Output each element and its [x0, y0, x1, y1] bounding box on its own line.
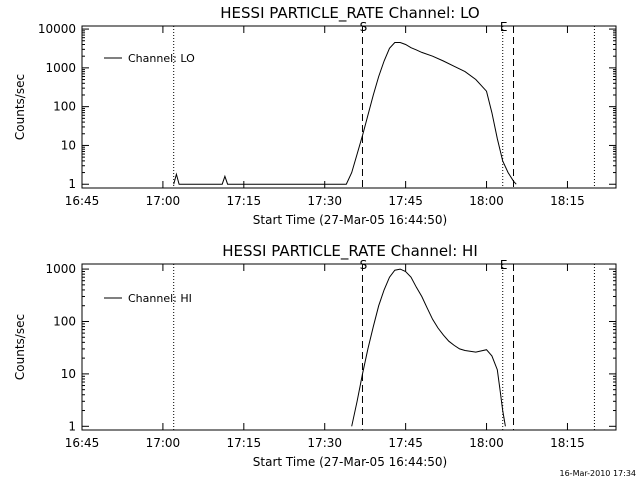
time-marker-label: E — [500, 258, 508, 272]
y-tick-label: 10000 — [38, 22, 76, 36]
y-axis-ticks-hi: 1 10 100 1000 — [45, 262, 616, 433]
x-axis-ticks-hi: 16:45 17:00 17:15 17:30 17:45 18:00 18:15 — [65, 264, 585, 450]
y-axis-label-lo: Counts/sec — [13, 74, 27, 140]
x-tick-label: 16:45 — [65, 436, 100, 450]
y-tick-label: 1 — [68, 419, 76, 433]
y-tick-label: 10 — [61, 367, 76, 381]
x-tick-label: 17:30 — [307, 436, 342, 450]
y-tick-label: 1000 — [45, 61, 76, 75]
x-tick-label: 17:45 — [388, 194, 423, 208]
chart-title-lo: HESSI PARTICLE_RATE Channel: LO — [220, 4, 479, 23]
x-tick-label: 17:00 — [146, 436, 181, 450]
footer-timestamp: 16-Mar-2010 17:34 — [560, 469, 637, 478]
y-tick-label: 1000 — [45, 262, 76, 276]
chart-lo: HESSI PARTICLE_RATE Channel: LO S E 16:45… — [13, 4, 617, 227]
x-tick-label: 16:45 — [65, 194, 100, 208]
time-marker-label: S — [360, 20, 368, 34]
legend-label-hi: Channel: HI — [128, 292, 192, 305]
x-axis-label-lo: Start Time (27-Mar-05 16:44:50) — [253, 213, 447, 227]
time-marker-label: E — [500, 20, 508, 34]
x-axis-ticks-lo: 16:45 17:00 17:15 17:30 17:45 18:00 18:15 — [65, 26, 585, 208]
y-tick-label: 100 — [53, 100, 76, 114]
chart-title-hi: HESSI PARTICLE_RATE Channel: HI — [222, 242, 478, 261]
x-tick-label: 18:00 — [469, 194, 504, 208]
legend-label-lo: Channel: LO — [128, 52, 195, 65]
x-tick-label: 17:15 — [227, 194, 262, 208]
plot-frame-hi — [81, 263, 617, 431]
y-axis-label-hi: Counts/sec — [13, 314, 27, 380]
y-axis-ticks-lo: 1 10 100 1000 10000 — [38, 22, 616, 191]
series-line-lo — [173, 42, 517, 185]
x-tick-label: 18:00 — [469, 436, 504, 450]
y-tick-label: 10 — [61, 138, 76, 152]
y-tick-label: 1 — [68, 177, 76, 191]
y-tick-label: 100 — [53, 314, 76, 328]
x-tick-label: 18:15 — [550, 194, 585, 208]
x-tick-label: 17:45 — [388, 436, 423, 450]
x-axis-label-hi: Start Time (27-Mar-05 16:44:50) — [253, 455, 447, 469]
x-tick-label: 17:00 — [146, 194, 181, 208]
time-marker-label: S — [360, 258, 368, 272]
series-line-hi — [351, 268, 506, 427]
x-tick-label: 18:15 — [550, 436, 585, 450]
x-tick-label: 17:30 — [307, 194, 342, 208]
x-tick-label: 17:15 — [227, 436, 262, 450]
